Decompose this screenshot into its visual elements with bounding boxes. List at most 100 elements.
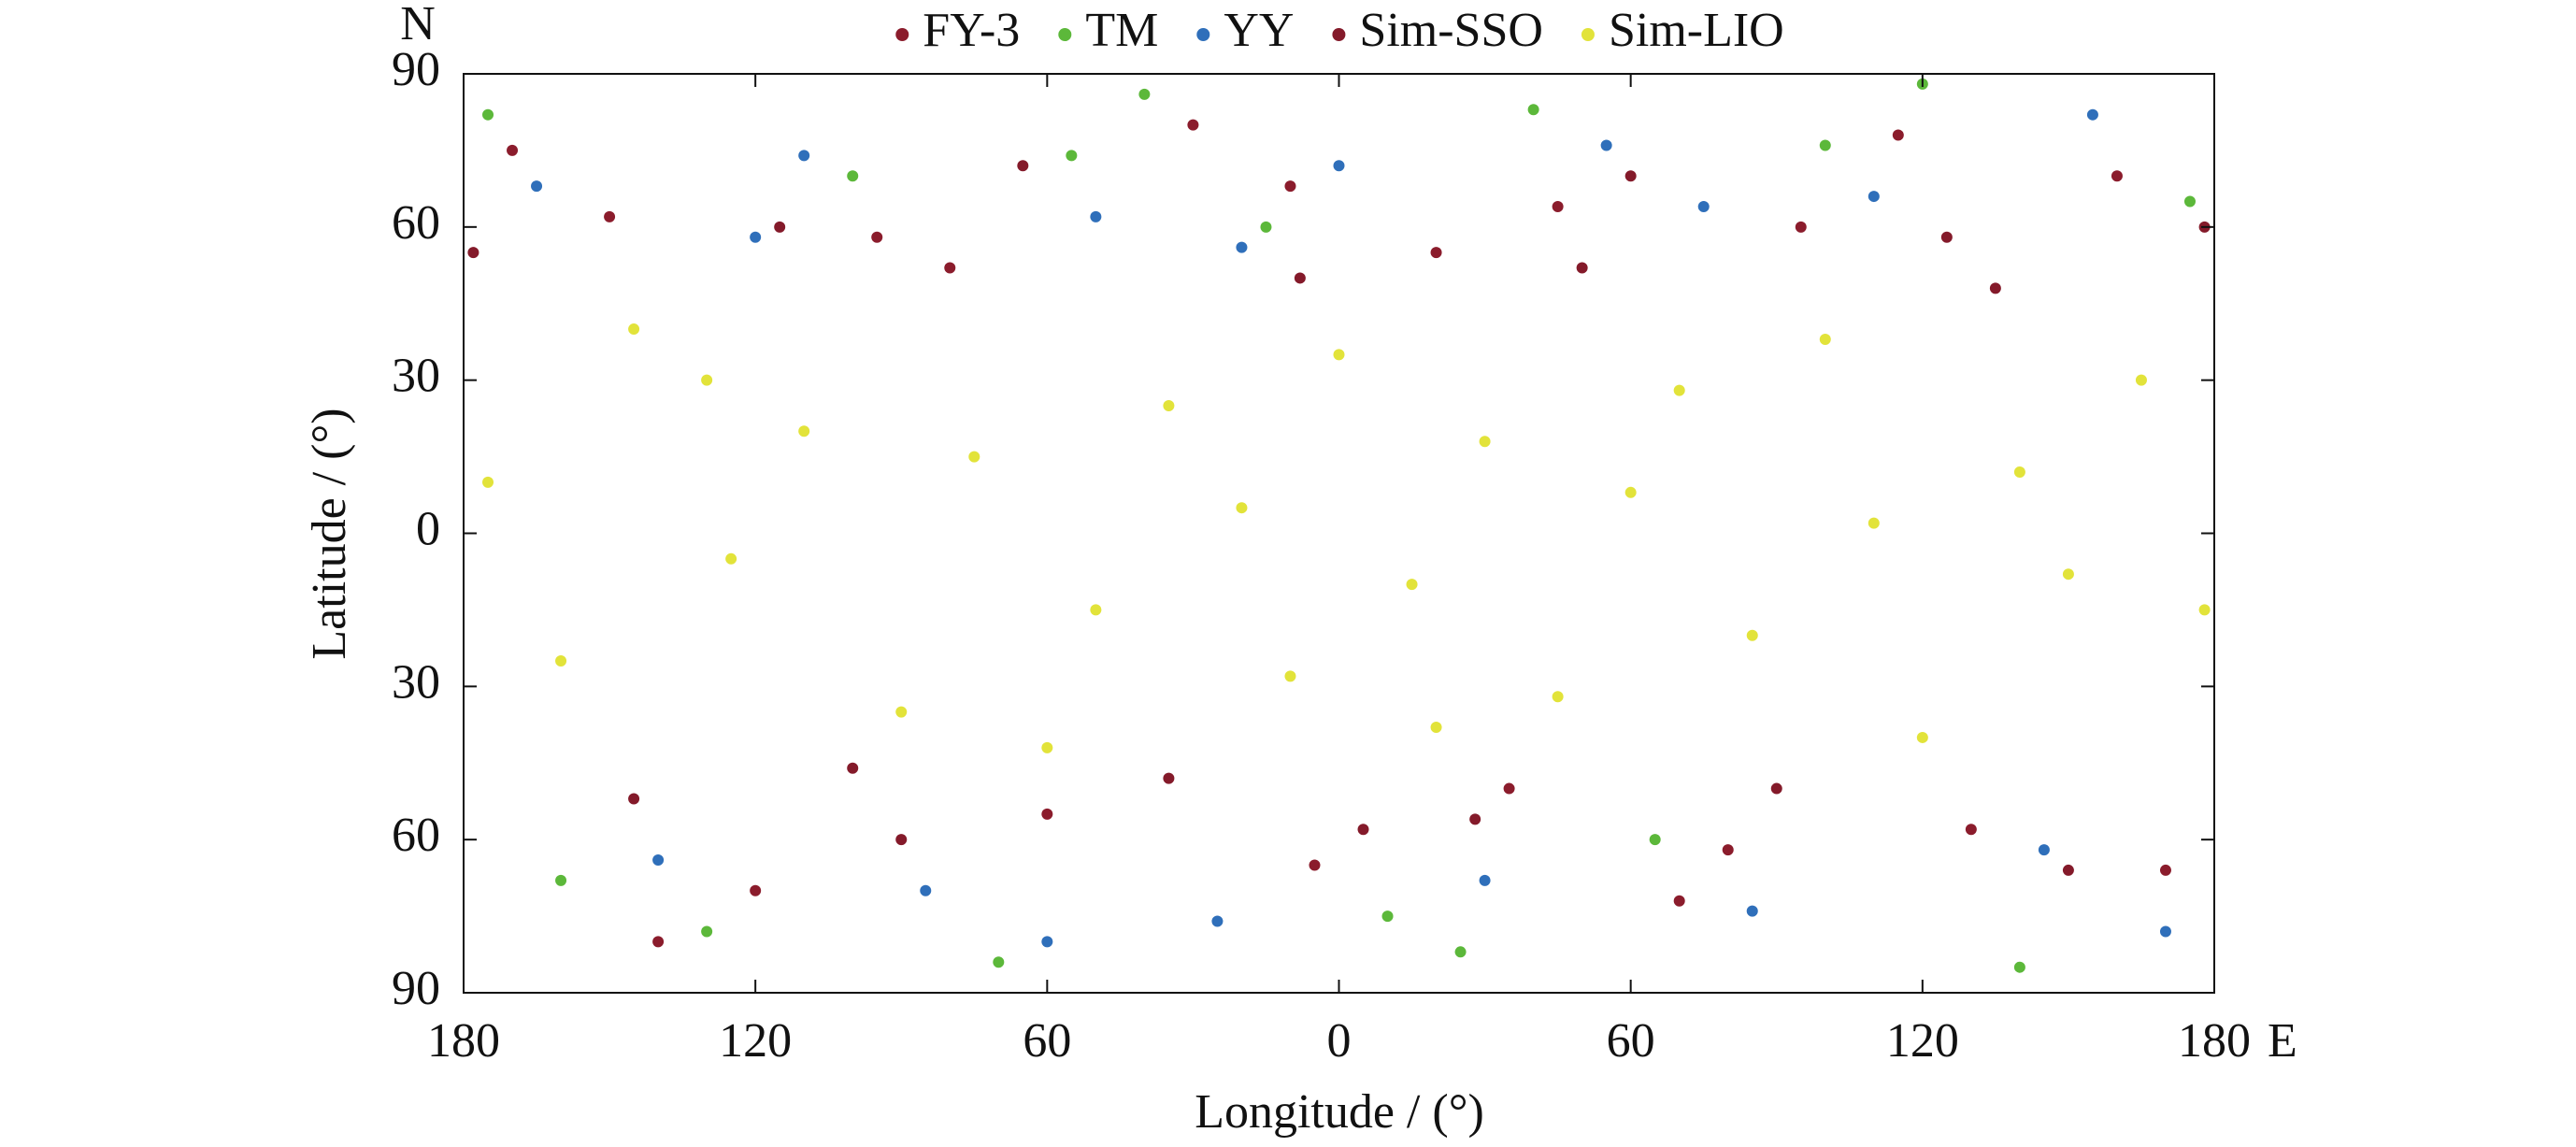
scatter-point — [701, 374, 713, 386]
scatter-point — [1090, 604, 1102, 616]
scatter-point — [968, 451, 980, 463]
scatter-point — [1527, 104, 1539, 116]
scatter-point — [1333, 349, 1345, 361]
scatter-point — [1746, 905, 1758, 917]
scatter-point — [847, 762, 859, 774]
scatter-point — [2183, 195, 2196, 208]
scatter-point — [1770, 782, 1782, 795]
scatter-point — [507, 144, 519, 156]
scatter-point — [871, 231, 883, 243]
y-tick-label: 60 — [392, 196, 440, 250]
legend-label: FY-3 — [923, 4, 1020, 57]
scatter-point — [1211, 915, 1224, 927]
scatter-point — [750, 231, 762, 243]
scatter-point — [993, 956, 1005, 968]
scatter-point — [1284, 180, 1296, 193]
y-tick-label: 0 — [416, 502, 440, 555]
scatter-point — [1916, 731, 1928, 743]
scatter-point — [1041, 808, 1053, 820]
scatter-point — [1090, 210, 1102, 222]
scatter-point — [1989, 282, 2001, 294]
scatter-point — [555, 655, 567, 667]
scatter-point — [604, 210, 616, 222]
scatter-point — [2086, 108, 2098, 121]
scatter-point — [2159, 925, 2171, 938]
scatter-point — [1454, 946, 1467, 958]
scatter-point — [1673, 384, 1685, 396]
legend-label: TM — [1085, 4, 1158, 57]
scatter-point — [798, 150, 810, 162]
scatter-point — [1187, 119, 1199, 131]
scatter-point — [2111, 170, 2123, 182]
north-label: N — [400, 0, 436, 50]
legend-marker — [895, 28, 909, 41]
x-tick-label: 0 — [1327, 1014, 1352, 1068]
x-tick-label: 180 — [2178, 1014, 2251, 1068]
scatter-point — [895, 834, 908, 846]
scatter-point — [2038, 844, 2050, 856]
scatter-point — [774, 221, 786, 233]
scatter-point — [1795, 221, 1807, 233]
legend-label: Sim-SSO — [1359, 4, 1543, 57]
scatter-point — [1430, 722, 1442, 734]
scatter-point — [725, 552, 737, 565]
y-tick-label: 60 — [392, 809, 440, 862]
scatter-point — [555, 874, 567, 886]
scatter-point — [1746, 629, 1758, 641]
scatter-point — [1017, 160, 1029, 172]
scatter-point — [1576, 262, 1588, 274]
scatter-point — [1430, 247, 1442, 259]
scatter-point — [2159, 864, 2171, 876]
scatter-point — [1294, 272, 1306, 284]
scatter-point — [1381, 910, 1394, 923]
x-tick-label: 180 — [427, 1014, 500, 1068]
scatter-point — [1479, 436, 1491, 448]
east-label: E — [2268, 1014, 2297, 1068]
y-tick-label: 30 — [392, 655, 440, 709]
scatter-point — [2135, 374, 2147, 386]
legend-marker — [1058, 28, 1072, 41]
scatter-point — [1892, 129, 1904, 141]
scatter-point — [1163, 399, 1175, 411]
scatter-point — [1868, 191, 1880, 203]
legend-marker — [1196, 28, 1210, 41]
scatter-point — [1284, 670, 1296, 682]
scatter-point — [1940, 231, 1953, 243]
scatter-point — [1041, 741, 1053, 753]
scatter-point — [628, 323, 640, 336]
y-tick-label: 90 — [392, 43, 440, 96]
scatter-point — [1697, 200, 1710, 212]
scatter-point — [2198, 604, 2211, 616]
plot-frame — [463, 73, 2215, 994]
y-tick-label: 30 — [392, 350, 440, 403]
scatter-point — [2062, 864, 2074, 876]
scatter-point — [652, 854, 665, 867]
x-axis-label: Longitude / (°) — [1195, 1085, 1484, 1139]
legend-marker — [1332, 28, 1346, 41]
scatter-point — [531, 180, 543, 193]
scatter-point — [750, 884, 762, 896]
x-tick-label: 120 — [719, 1014, 792, 1068]
scatter-point — [1624, 486, 1637, 498]
scatter-point — [1406, 579, 1418, 591]
scatter-point — [1357, 824, 1369, 836]
scatter-point — [482, 476, 494, 488]
x-tick-label: 120 — [1886, 1014, 1959, 1068]
scatter-point — [1236, 502, 1248, 514]
scatter-point — [847, 170, 859, 182]
scatter-point — [1673, 895, 1685, 907]
scatter-point — [1722, 844, 1734, 856]
scatter-point — [798, 425, 810, 437]
scatter-point — [628, 793, 640, 805]
scatter-point — [1236, 241, 1248, 253]
scatter-point — [1479, 874, 1491, 886]
scatter-point — [1819, 333, 1831, 345]
scatter-point — [1469, 813, 1481, 825]
x-tick-label: 60 — [1607, 1014, 1655, 1068]
legend-label: YY — [1224, 4, 1294, 57]
scatter-point — [1552, 691, 1564, 703]
scatter-point — [1138, 88, 1151, 100]
scatter-point — [1600, 139, 1612, 151]
legend-label: Sim-LIO — [1609, 4, 1784, 57]
